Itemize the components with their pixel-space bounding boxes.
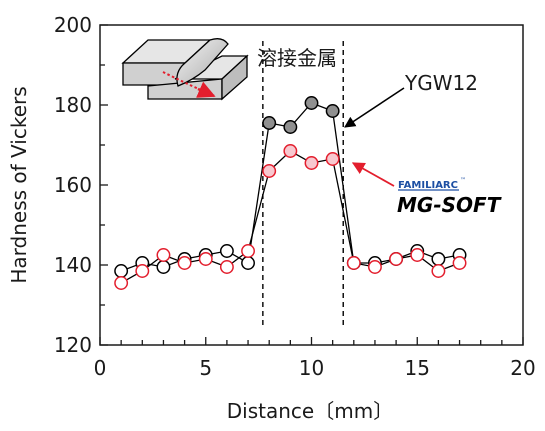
x-tick-label: 15 — [405, 356, 430, 380]
series-0-point — [431, 252, 446, 266]
series-1-point — [114, 276, 129, 290]
series-1-point — [325, 152, 340, 166]
y-tick-label: 120 — [54, 333, 92, 357]
series-0-point — [241, 256, 256, 270]
y-tick-label: 140 — [54, 253, 92, 277]
mgsoft-label: MG-SOFT — [397, 193, 502, 217]
series-1-point — [283, 144, 298, 158]
series-0-point — [219, 244, 234, 258]
series-1-point — [177, 256, 192, 270]
y-tick-label: 200 — [54, 13, 92, 37]
series-1-point — [368, 260, 382, 274]
x-tick-label: 20 — [510, 356, 535, 380]
series-1-point — [156, 248, 171, 262]
data-series — [114, 96, 467, 290]
series-1-point — [198, 252, 213, 266]
series-1-point — [346, 256, 361, 270]
svg-text:™: ™ — [460, 177, 466, 184]
series-0-point — [114, 264, 129, 278]
weld-zone-boundaries — [262, 41, 344, 325]
x-tick-label: 0 — [94, 356, 107, 380]
x-axis-title: Distance〔mm〕 — [227, 399, 393, 423]
series-1-point — [410, 248, 425, 262]
familiarc-logo: FAMILIARC ™ — [398, 177, 466, 191]
ygw12-label: YGW12 — [404, 71, 478, 95]
series-1-point — [262, 164, 277, 178]
series-1-point — [431, 264, 446, 278]
series-1-point — [452, 256, 467, 270]
series-1-point — [219, 260, 234, 274]
y-axis-title: Hardness of Vickers — [7, 86, 31, 283]
series-0-point — [304, 96, 319, 110]
x-tick-label: 5 — [199, 356, 212, 380]
axis-tick-labels: 0 5 10 15 20 120 140 160 180 200 — [54, 13, 536, 380]
ygw12-arrow — [344, 87, 405, 128]
series-1-point — [389, 252, 404, 266]
series-0-point — [283, 120, 298, 134]
series-1-point — [304, 156, 319, 170]
axis-ticks — [99, 24, 524, 346]
x-tick-label: 10 — [299, 356, 324, 380]
mgsoft-arrow — [351, 162, 395, 187]
series-1-point — [241, 244, 256, 258]
y-tick-label: 180 — [54, 93, 92, 117]
series-1-point — [135, 264, 150, 278]
series-0-point — [156, 260, 171, 274]
series-0-point — [325, 104, 340, 118]
y-tick-label: 160 — [54, 173, 92, 197]
svg-text:FAMILIARC: FAMILIARC — [398, 180, 458, 191]
weld-joint-illustration — [121, 38, 249, 101]
series-0-point — [262, 116, 277, 130]
weld-metal-label: 溶接金属 — [257, 46, 337, 70]
